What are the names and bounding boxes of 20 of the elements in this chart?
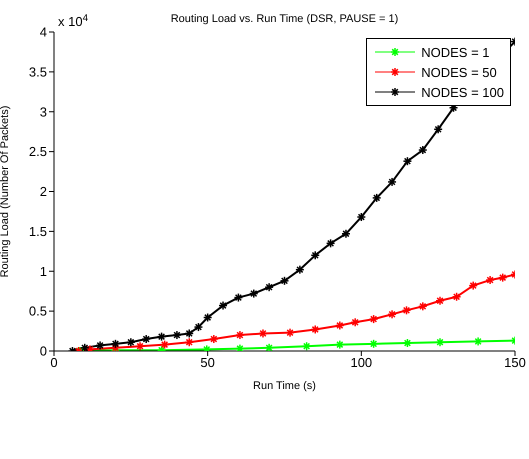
legend-label: NODES = 50 <box>421 64 497 80</box>
legend-label: NODES = 100 <box>421 84 504 100</box>
x-tick-label: 0 <box>50 355 58 370</box>
y-tick-label: 2 <box>40 184 47 200</box>
x-tick-label: 50 <box>200 355 215 370</box>
y-tick-label: 1 <box>40 264 47 279</box>
x-tick-label: 150 <box>504 355 526 370</box>
y-tick-label: 3 <box>40 104 47 120</box>
legend-label: NODES = 1 <box>421 44 490 60</box>
x-tick-label: 100 <box>350 355 372 370</box>
x-axis-title: Run Time (s) <box>253 380 316 392</box>
y-tick-label: 0 <box>40 344 47 359</box>
y-tick-label: 2.5 <box>28 144 47 160</box>
y-tick-label: 3.5 <box>28 64 47 80</box>
y-axis-title: Routing Load (Number Of Packets) <box>0 106 11 278</box>
chart-title: Routing Load vs. Run Time (DSR, PAUSE = 1) <box>170 13 398 25</box>
text: x 10$^{4}$ <box>58 12 89 29</box>
y-tick-label: 0.5 <box>28 304 47 319</box>
y-tick-label: 4 <box>40 24 47 40</box>
y-tick-label: 1.5 <box>28 224 47 239</box>
